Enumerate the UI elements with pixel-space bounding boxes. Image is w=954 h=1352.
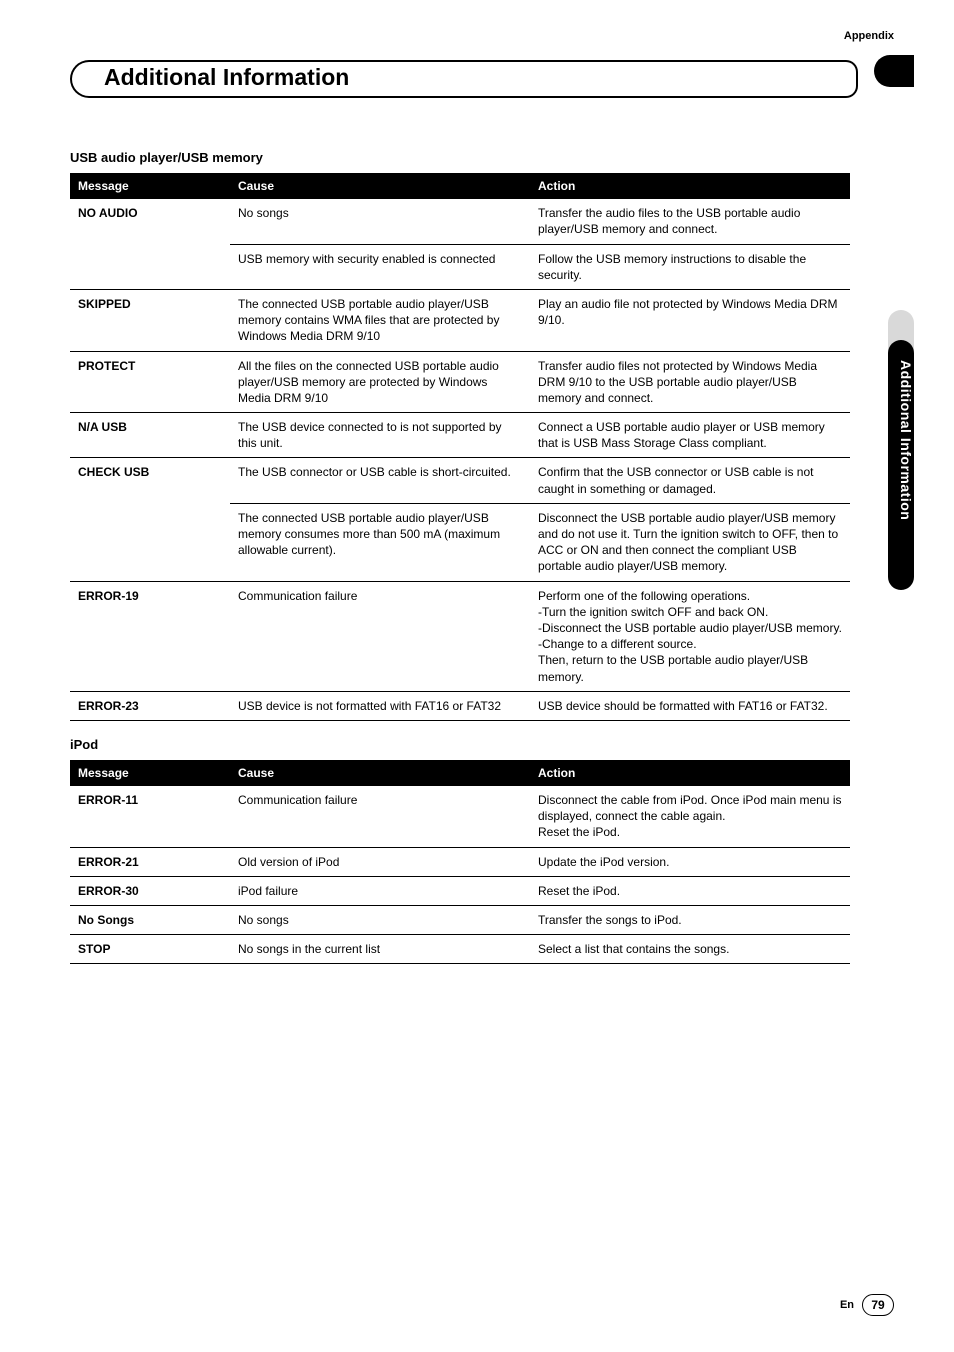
message-cell: ERROR-19 — [70, 581, 230, 691]
table-row: PROTECTAll the files on the connected US… — [70, 351, 850, 413]
cause-cell: iPod failure — [230, 876, 530, 905]
error-table: MessageCauseActionERROR-11Communication … — [70, 760, 850, 965]
table-row: The connected USB portable audio player/… — [70, 503, 850, 581]
cause-cell: The connected USB portable audio player/… — [230, 503, 530, 581]
cause-cell: Communication failure — [230, 581, 530, 691]
page-title: Additional Information — [100, 64, 353, 91]
table-header: Message — [70, 760, 230, 786]
action-cell: Select a list that contains the songs. — [530, 935, 850, 964]
title-bar: Additional Information — [70, 60, 906, 100]
appendix-label: Appendix — [844, 30, 894, 42]
table-row: No SongsNo songsTransfer the songs to iP… — [70, 906, 850, 935]
table-header: Cause — [230, 760, 530, 786]
tables-container: USB audio player/USB memoryMessageCauseA… — [70, 150, 906, 964]
message-cell: N/A USB — [70, 413, 230, 458]
action-cell: USB device should be formatted with FAT1… — [530, 691, 850, 720]
message-cell: ERROR-21 — [70, 847, 230, 876]
section-title: USB audio player/USB memory — [70, 150, 906, 165]
cause-cell: The connected USB portable audio player/… — [230, 289, 530, 351]
message-cell — [70, 244, 230, 289]
cause-cell: USB device is not formatted with FAT16 o… — [230, 691, 530, 720]
table-header: Message — [70, 173, 230, 199]
action-cell: Update the iPod version. — [530, 847, 850, 876]
message-cell — [70, 503, 230, 581]
cause-cell: The USB connector or USB cable is short-… — [230, 458, 530, 503]
table-row: SKIPPEDThe connected USB portable audio … — [70, 289, 850, 351]
action-cell: Confirm that the USB connector or USB ca… — [530, 458, 850, 503]
action-cell: Disconnect the cable from iPod. Once iPo… — [530, 786, 850, 847]
cause-cell: No songs in the current list — [230, 935, 530, 964]
cause-cell: USB memory with security enabled is conn… — [230, 244, 530, 289]
table-header: Cause — [230, 173, 530, 199]
cause-cell: No songs — [230, 906, 530, 935]
action-cell: Transfer the songs to iPod. — [530, 906, 850, 935]
cause-cell: Communication failure — [230, 786, 530, 847]
page: Appendix Additional Information Addition… — [0, 0, 954, 1352]
footer-page-number: 79 — [862, 1294, 894, 1316]
action-cell: Transfer audio files not protected by Wi… — [530, 351, 850, 413]
section-title: iPod — [70, 737, 906, 752]
action-cell: Transfer the audio files to the USB port… — [530, 199, 850, 244]
table-row: ERROR-11Communication failureDisconnect … — [70, 786, 850, 847]
footer-lang: En — [840, 1299, 854, 1311]
message-cell: SKIPPED — [70, 289, 230, 351]
table-header: Action — [530, 760, 850, 786]
action-cell: Connect a USB portable audio player or U… — [530, 413, 850, 458]
table-row: CHECK USBThe USB connector or USB cable … — [70, 458, 850, 503]
side-tab-text: Additional Information — [888, 360, 914, 520]
table-row: N/A USBThe USB device connected to is no… — [70, 413, 850, 458]
cause-cell: Old version of iPod — [230, 847, 530, 876]
cause-cell: The USB device connected to is not suppo… — [230, 413, 530, 458]
table-row: USB memory with security enabled is conn… — [70, 244, 850, 289]
table-header: Action — [530, 173, 850, 199]
cause-cell: All the files on the connected USB porta… — [230, 351, 530, 413]
message-cell: CHECK USB — [70, 458, 230, 503]
page-footer: En 79 — [840, 1294, 894, 1316]
message-cell: No Songs — [70, 906, 230, 935]
side-tab: Additional Information — [888, 310, 914, 590]
message-cell: STOP — [70, 935, 230, 964]
action-cell: Follow the USB memory instructions to di… — [530, 244, 850, 289]
message-cell: ERROR-30 — [70, 876, 230, 905]
cause-cell: No songs — [230, 199, 530, 244]
message-cell: PROTECT — [70, 351, 230, 413]
table-row: NO AUDIONo songsTransfer the audio files… — [70, 199, 850, 244]
table-row: ERROR-21Old version of iPodUpdate the iP… — [70, 847, 850, 876]
action-cell: Perform one of the following operations.… — [530, 581, 850, 691]
table-row: ERROR-19Communication failurePerform one… — [70, 581, 850, 691]
action-cell: Play an audio file not protected by Wind… — [530, 289, 850, 351]
action-cell: Disconnect the USB portable audio player… — [530, 503, 850, 581]
error-table: MessageCauseActionNO AUDIONo songsTransf… — [70, 173, 850, 721]
message-cell: NO AUDIO — [70, 199, 230, 244]
table-row: STOPNo songs in the current listSelect a… — [70, 935, 850, 964]
message-cell: ERROR-11 — [70, 786, 230, 847]
table-row: ERROR-23USB device is not formatted with… — [70, 691, 850, 720]
action-cell: Reset the iPod. — [530, 876, 850, 905]
message-cell: ERROR-23 — [70, 691, 230, 720]
table-row: ERROR-30iPod failureReset the iPod. — [70, 876, 850, 905]
